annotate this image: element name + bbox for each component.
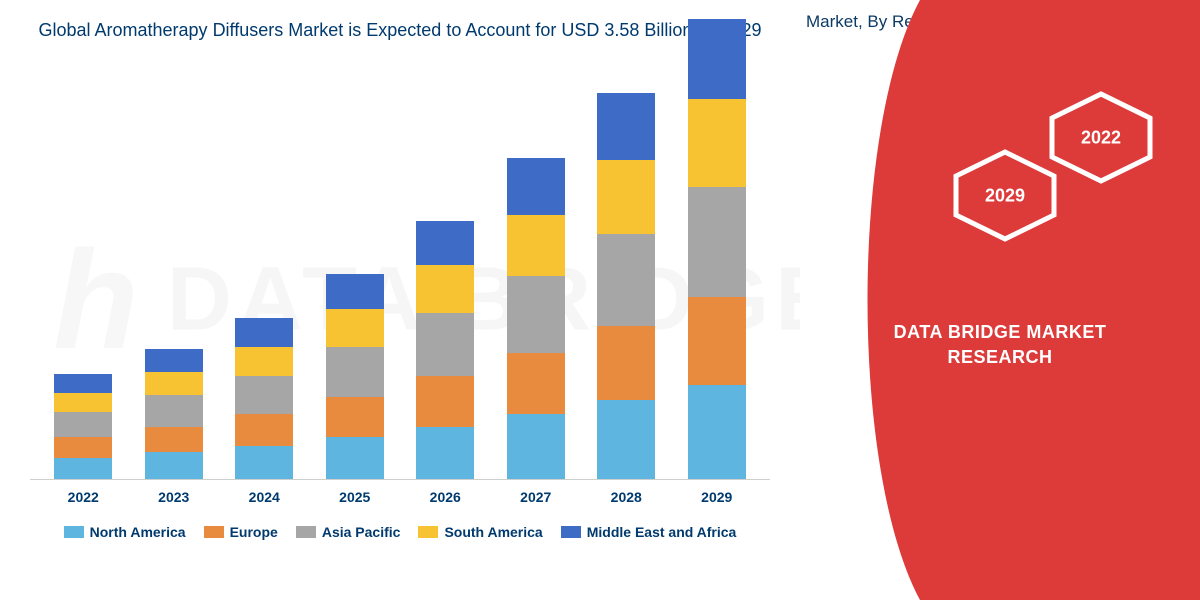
chart-title: Global Aromatherapy Diffusers Market is … [30,18,770,42]
bar-group: 2027 [491,158,582,479]
bar-segment [145,349,203,372]
bar-segment [416,265,474,313]
legend-label: Europe [230,524,278,540]
bar-segment [235,446,293,480]
bar-segment [416,313,474,376]
x-axis-label: 2028 [611,489,642,505]
chart-legend: North America Europe Asia Pacific South Ame… [30,524,770,540]
bar-segment [54,393,112,412]
x-axis-label: 2022 [68,489,99,505]
stacked-bar [145,349,203,479]
bar-group: 2028 [581,93,672,479]
bar-segment [54,437,112,458]
bar-segment [597,326,655,400]
bar-segment [416,427,474,480]
legend-item: Europe [204,524,278,540]
x-axis-label: 2026 [430,489,461,505]
bar-segment [688,385,746,480]
bar-segment [688,297,746,385]
bar-segment [597,234,655,326]
bar-segment [688,99,746,187]
bar-group: 2024 [219,318,310,480]
legend-swatch [561,526,581,538]
stacked-bar [326,274,384,480]
legend-item: South America [418,524,542,540]
chart-plot-area: 20222023202420252026202720282029 [30,60,770,480]
hexagon-year-label: 2029 [985,185,1025,206]
brand-label: DATA BRIDGE MARKET RESEARCH [800,320,1200,370]
bar-segment [326,397,384,437]
legend-swatch [64,526,84,538]
stacked-bar [597,93,655,479]
brand-line-1: DATA BRIDGE MARKET [800,320,1200,345]
bar-segment [145,372,203,395]
bar-segment [688,187,746,296]
x-axis-label: 2029 [701,489,732,505]
chart-panel: Global Aromatherapy Diffusers Market is … [0,0,800,600]
bar-segment [54,458,112,479]
bar-segment [54,374,112,393]
bar-group: 2026 [400,221,491,479]
bar-segment [235,376,293,414]
bar-segment [326,437,384,479]
bar-segment [597,400,655,480]
bar-segment [507,276,565,354]
bar-segment [235,318,293,347]
bar-segment [145,452,203,479]
brand-line-2: RESEARCH [800,345,1200,370]
hexagon-year-label: 2022 [1081,127,1121,148]
bar-segment [507,353,565,414]
bar-segment [688,19,746,99]
bar-segment [235,347,293,376]
bar-segment [145,427,203,452]
legend-item: Middle East and Africa [561,524,737,540]
year-hexagon: 2022 [1046,90,1156,185]
bar-group: 2023 [129,349,220,479]
x-axis-label: 2023 [158,489,189,505]
stacked-bar [507,158,565,479]
year-hexagon: 2029 [950,148,1060,243]
legend-swatch [418,526,438,538]
bar-group: 2029 [672,19,763,479]
bar-segment [235,414,293,446]
bar-segment [54,412,112,437]
bar-segment [145,395,203,427]
x-axis-label: 2024 [249,489,280,505]
bar-segment [507,215,565,276]
bar-segment [416,376,474,426]
bar-segment [326,347,384,397]
stacked-bar [54,374,112,479]
legend-label: Middle East and Africa [587,524,737,540]
legend-item: Asia Pacific [296,524,401,540]
legend-swatch [296,526,316,538]
right-panel: Market, By Regions, 2022 to 2029 2029202… [800,0,1200,600]
main-container: Global Aromatherapy Diffusers Market is … [0,0,1200,600]
legend-label: North America [90,524,186,540]
stacked-bar [416,221,474,479]
bar-segment [507,158,565,215]
bar-segment [597,93,655,160]
legend-swatch [204,526,224,538]
bar-segment [326,274,384,310]
legend-item: North America [64,524,186,540]
bar-group: 2022 [38,374,129,479]
year-hexagons: 2029 2022 [950,90,1160,260]
bar-segment [416,221,474,265]
legend-label: South America [444,524,542,540]
stacked-bar [235,318,293,480]
x-axis-label: 2027 [520,489,551,505]
legend-label: Asia Pacific [322,524,401,540]
bar-segment [507,414,565,479]
bar-segment [326,309,384,347]
bar-group: 2025 [310,274,401,480]
x-axis-label: 2025 [339,489,370,505]
bar-segment [597,160,655,234]
stacked-bar [688,19,746,479]
